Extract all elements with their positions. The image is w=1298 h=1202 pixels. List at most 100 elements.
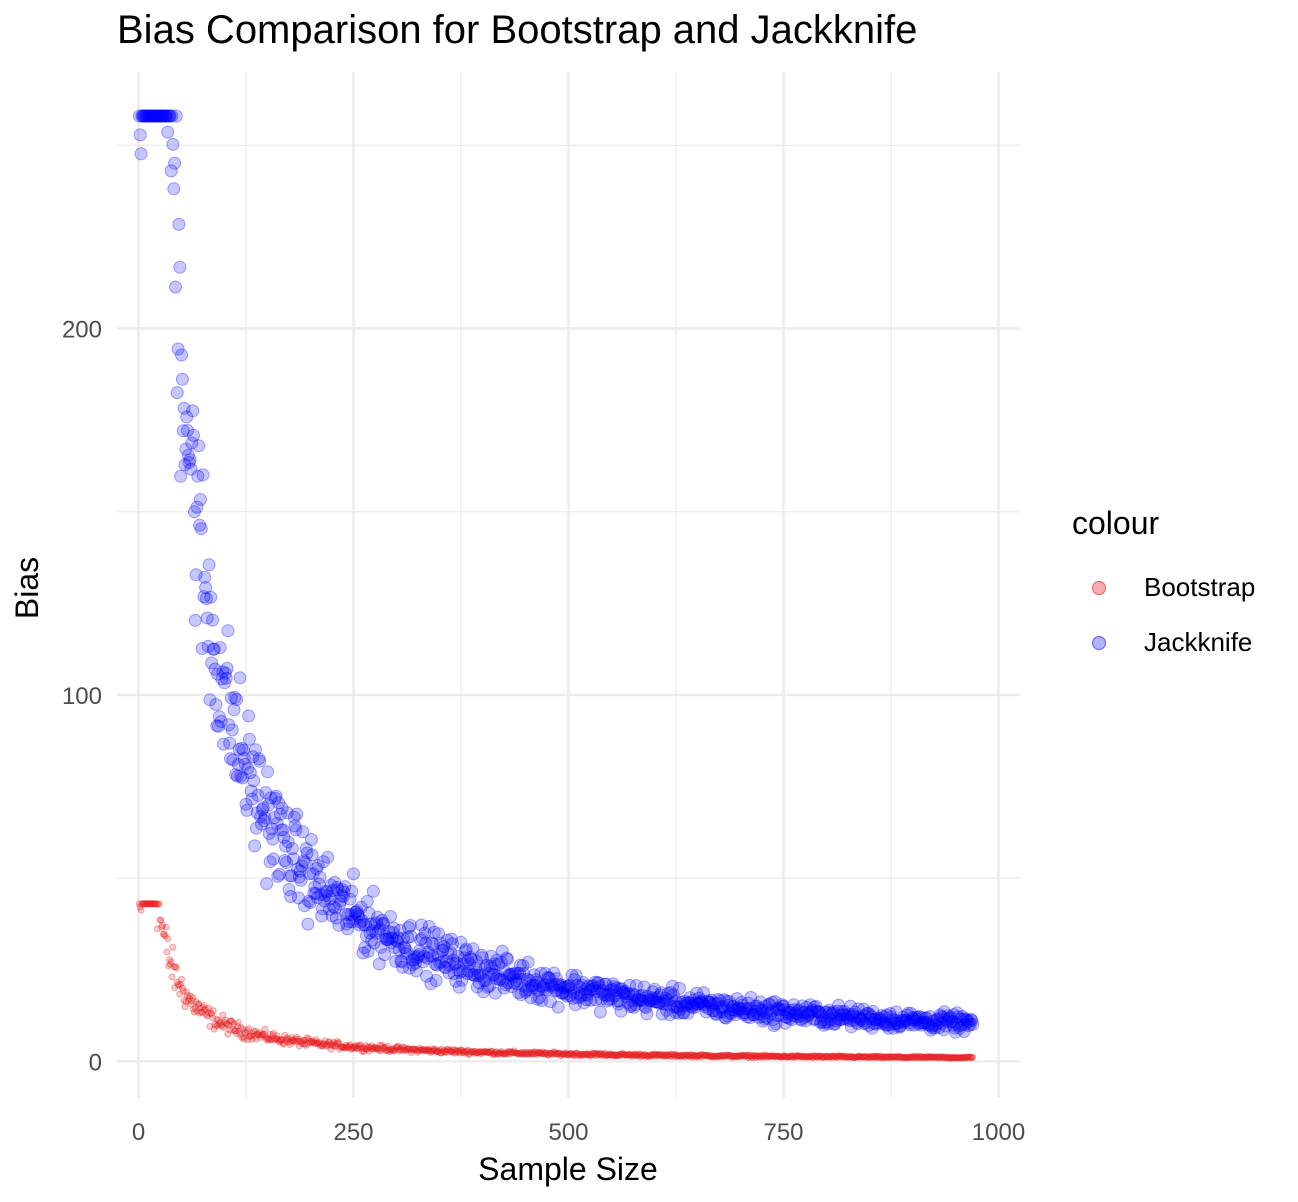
data-point — [847, 1053, 855, 1060]
data-point — [154, 900, 162, 908]
data-point — [899, 1054, 907, 1062]
data-point — [230, 693, 243, 706]
data-point — [245, 1033, 253, 1040]
data-point — [201, 639, 215, 653]
data-point — [886, 1053, 894, 1061]
data-point — [386, 1048, 394, 1056]
data-point — [467, 1048, 474, 1056]
data-point — [283, 1034, 291, 1042]
data-point — [620, 1051, 628, 1059]
data-point — [704, 1052, 712, 1059]
data-point — [538, 1050, 546, 1057]
data-point — [770, 1053, 778, 1061]
data-point — [234, 769, 248, 783]
data-point — [260, 1031, 268, 1038]
data-point — [148, 109, 162, 123]
data-point — [922, 1054, 930, 1061]
data-point — [616, 1050, 624, 1058]
legend-label-jackknife: Jackknife — [1144, 627, 1253, 657]
data-point — [750, 1052, 758, 1060]
data-point — [308, 1038, 316, 1046]
data-point — [927, 1053, 935, 1061]
data-point — [282, 1037, 290, 1044]
data-point — [589, 1050, 597, 1058]
data-point — [832, 1053, 840, 1061]
data-point — [213, 1015, 221, 1023]
data-point — [389, 1047, 397, 1055]
data-point — [285, 1036, 293, 1044]
data-point — [244, 784, 258, 798]
data-point — [768, 1052, 775, 1060]
data-point — [136, 903, 144, 911]
data-point — [449, 1048, 457, 1056]
data-point — [186, 992, 194, 1000]
data-point — [559, 1050, 567, 1058]
data-point — [730, 1052, 738, 1060]
x-tick-label: 750 — [763, 1119, 803, 1146]
data-point — [596, 1050, 603, 1058]
data-point — [246, 750, 260, 764]
data-point — [254, 810, 268, 823]
data-point — [635, 1050, 643, 1058]
data-point — [234, 1019, 242, 1026]
data-point — [564, 1050, 572, 1058]
data-point — [368, 1042, 376, 1050]
data-point — [667, 1051, 675, 1059]
data-point — [429, 1045, 437, 1053]
data-point — [438, 1045, 446, 1053]
data-point — [219, 671, 233, 685]
data-point — [680, 1052, 688, 1060]
data-point — [368, 1045, 376, 1053]
data-point — [924, 1052, 932, 1060]
data-point — [475, 1048, 483, 1056]
data-point — [293, 864, 307, 878]
data-point — [268, 1035, 276, 1043]
data-point — [545, 1051, 553, 1059]
data-point — [248, 839, 262, 853]
data-point — [909, 1054, 916, 1061]
data-point — [712, 1053, 720, 1061]
data-point — [601, 1051, 609, 1059]
data-point — [255, 803, 269, 817]
data-point — [431, 1047, 439, 1055]
data-point — [546, 1049, 554, 1057]
data-point — [684, 1051, 692, 1059]
data-point — [485, 1049, 492, 1057]
data-point — [756, 1053, 764, 1061]
data-point — [490, 1050, 498, 1057]
data-point — [571, 1052, 579, 1060]
data-point — [866, 1053, 873, 1061]
data-point — [262, 826, 276, 840]
data-point — [492, 1048, 500, 1056]
data-point — [292, 870, 306, 884]
data-point — [632, 1051, 640, 1059]
data-point — [772, 1052, 780, 1060]
data-point — [526, 1049, 534, 1056]
data-point — [834, 1052, 842, 1060]
data-point — [225, 1021, 233, 1029]
data-point — [941, 1053, 949, 1061]
data-point — [212, 1022, 220, 1030]
data-point — [942, 1054, 950, 1062]
data-point — [382, 1047, 390, 1055]
data-point — [826, 1052, 834, 1060]
data-point — [741, 1052, 749, 1060]
data-point — [712, 1052, 720, 1060]
data-point — [135, 900, 143, 908]
data-point — [304, 833, 318, 846]
data-point — [815, 1052, 823, 1060]
data-point — [896, 1052, 904, 1060]
data-point — [567, 1050, 575, 1058]
data-point — [966, 1053, 974, 1061]
data-point — [182, 456, 196, 469]
x-tick-label: 500 — [548, 1119, 588, 1146]
data-point — [897, 1053, 905, 1061]
data-point — [624, 1051, 632, 1059]
data-point — [861, 1052, 869, 1060]
data-point — [231, 757, 245, 771]
data-point — [140, 900, 148, 908]
data-point — [835, 1052, 842, 1060]
data-point — [851, 1054, 859, 1061]
data-point — [929, 1053, 937, 1061]
data-point — [171, 984, 179, 992]
